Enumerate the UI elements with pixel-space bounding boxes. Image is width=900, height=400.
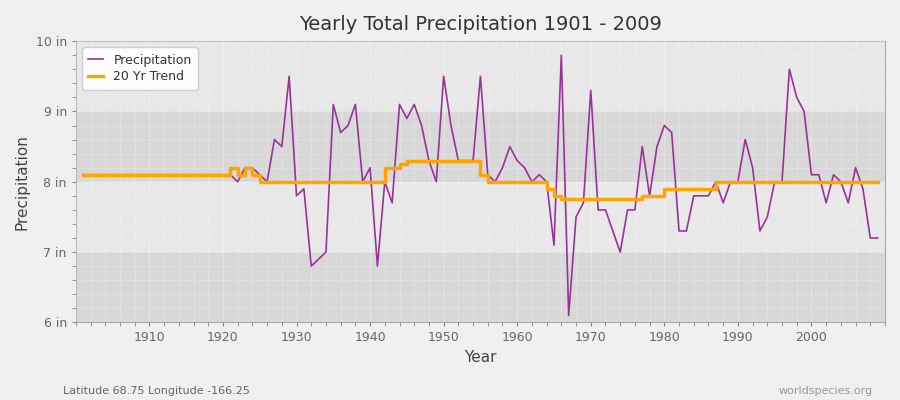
Precipitation <box>299 186 310 191</box>
Precipitation <box>77 172 88 177</box>
Line: 20 Yr Trend: 20 Yr Trend <box>83 161 878 199</box>
20 Yr Trend <box>401 158 412 163</box>
Bar <box>76 41 885 112</box>
Precipitation <box>872 236 883 240</box>
Precipitation <box>343 123 354 128</box>
Precipitation <box>512 158 523 163</box>
Y-axis label: Precipitation: Precipitation <box>15 134 30 230</box>
20 Yr Trend <box>343 179 354 184</box>
Precipitation <box>504 144 515 149</box>
20 Yr Trend <box>556 197 567 202</box>
20 Yr Trend <box>519 179 530 184</box>
20 Yr Trend <box>137 172 148 177</box>
Bar <box>76 182 885 252</box>
20 Yr Trend <box>872 179 883 184</box>
Precipitation <box>556 53 567 58</box>
Bar <box>76 252 885 322</box>
Bar <box>76 112 885 182</box>
20 Yr Trend <box>299 179 310 184</box>
Precipitation <box>615 250 626 254</box>
X-axis label: Year: Year <box>464 350 497 365</box>
20 Yr Trend <box>615 197 626 202</box>
20 Yr Trend <box>512 179 523 184</box>
Text: Latitude 68.75 Longitude -166.25: Latitude 68.75 Longitude -166.25 <box>63 386 250 396</box>
Precipitation <box>137 172 148 177</box>
Title: Yearly Total Precipitation 1901 - 2009: Yearly Total Precipitation 1901 - 2009 <box>299 15 662 34</box>
Legend: Precipitation, 20 Yr Trend: Precipitation, 20 Yr Trend <box>82 47 198 90</box>
Line: Precipitation: Precipitation <box>83 55 878 315</box>
Precipitation <box>563 313 574 318</box>
Text: worldspecies.org: worldspecies.org <box>778 386 873 396</box>
20 Yr Trend <box>77 172 88 177</box>
